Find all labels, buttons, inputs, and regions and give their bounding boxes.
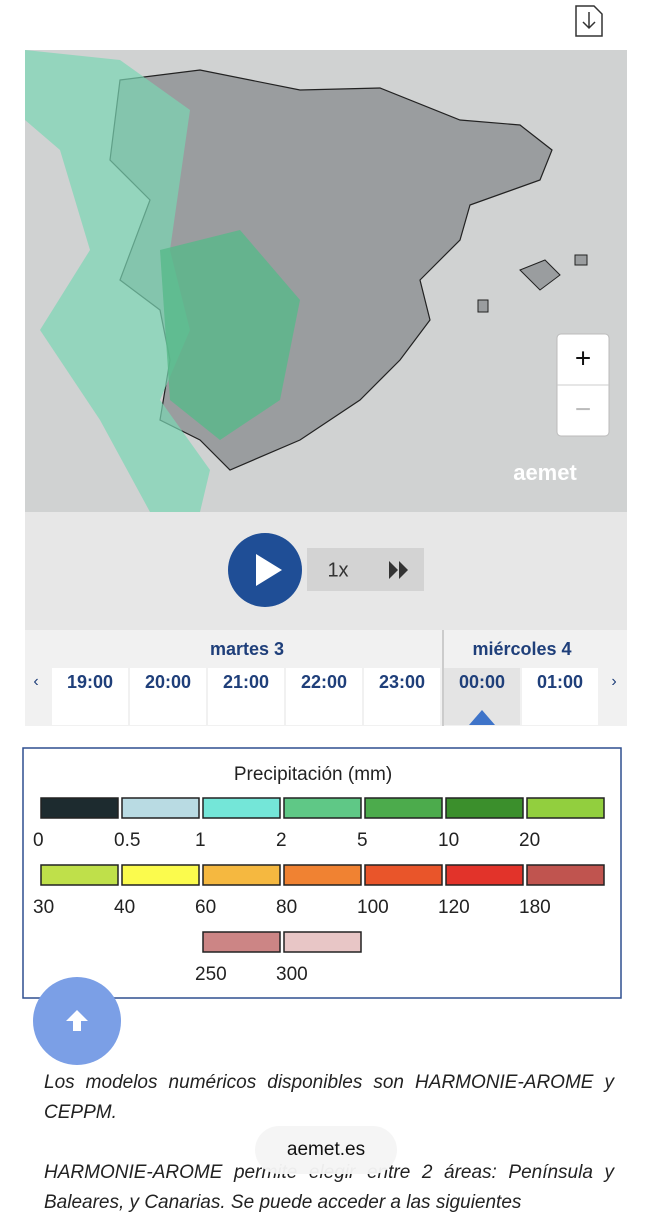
time-label: 19:00 (67, 672, 113, 692)
legend-swatch (40, 797, 119, 819)
prev-arrow[interactable]: ‹ (33, 673, 38, 690)
legend-swatch (364, 864, 443, 886)
legend-label: 180 (519, 897, 551, 918)
legend-swatch (283, 797, 362, 819)
legend-label: 10 (438, 830, 459, 851)
time-label: 00:00 (459, 672, 505, 692)
legend-label: 5 (357, 830, 368, 851)
speed: 1x (327, 559, 348, 581)
day-label: miércoles 4 (472, 639, 571, 659)
legend-label: 100 (357, 897, 389, 918)
legend-label: 0.5 (114, 830, 140, 851)
legend-label: 2 (276, 830, 287, 851)
legend-swatch (121, 864, 200, 886)
time-label: 22:00 (301, 672, 347, 692)
address-bar[interactable]: aemet.es (255, 1126, 397, 1174)
legend-swatch (526, 864, 605, 886)
legend-swatch (445, 864, 524, 886)
legend-label: 300 (276, 964, 308, 985)
legend-swatch (283, 931, 362, 953)
legend-swatch (202, 797, 281, 819)
time-label: 21:00 (223, 672, 269, 692)
legend-swatch (364, 797, 443, 819)
zoom-in[interactable]: + (575, 342, 591, 373)
legend-label: 20 (519, 830, 540, 851)
download-icon[interactable] (575, 5, 603, 37)
time-marker (469, 710, 495, 725)
legend-swatch (283, 864, 362, 886)
legend-swatch (202, 864, 281, 886)
legend-swatch (445, 797, 524, 819)
legend-swatch (40, 864, 119, 886)
time-cell[interactable] (130, 668, 206, 725)
time-label: 23:00 (379, 672, 425, 692)
legend-label: 0 (33, 830, 44, 851)
zoom-out[interactable]: − (575, 393, 591, 424)
time-cell[interactable] (364, 668, 440, 725)
map-brand: aemet (513, 460, 577, 485)
legend-label: 1 (195, 830, 206, 851)
next-arrow[interactable]: › (611, 673, 616, 690)
time-cell[interactable] (208, 668, 284, 725)
time-cell[interactable] (286, 668, 362, 725)
day-label: martes 3 (210, 639, 284, 659)
legend-swatch (526, 797, 605, 819)
legend-label: 60 (195, 897, 216, 918)
legend-label: 250 (195, 964, 227, 985)
legend-swatch (121, 797, 200, 819)
legend-label: 80 (276, 897, 297, 918)
time-cell[interactable] (522, 668, 598, 725)
paragraph: Los modelos numéricos disponibles son HA… (44, 1072, 614, 1123)
legend-label: 120 (438, 897, 470, 918)
legend-label: 40 (114, 897, 135, 918)
time-label: 20:00 (145, 672, 191, 692)
legend-title: Precipitación (mm) (234, 764, 392, 785)
time-label: 01:00 (537, 672, 583, 692)
map[interactable]: aemet + − (25, 50, 627, 512)
time-cell[interactable] (52, 668, 128, 725)
legend-label: 30 (33, 897, 54, 918)
legend-swatch (202, 931, 281, 953)
